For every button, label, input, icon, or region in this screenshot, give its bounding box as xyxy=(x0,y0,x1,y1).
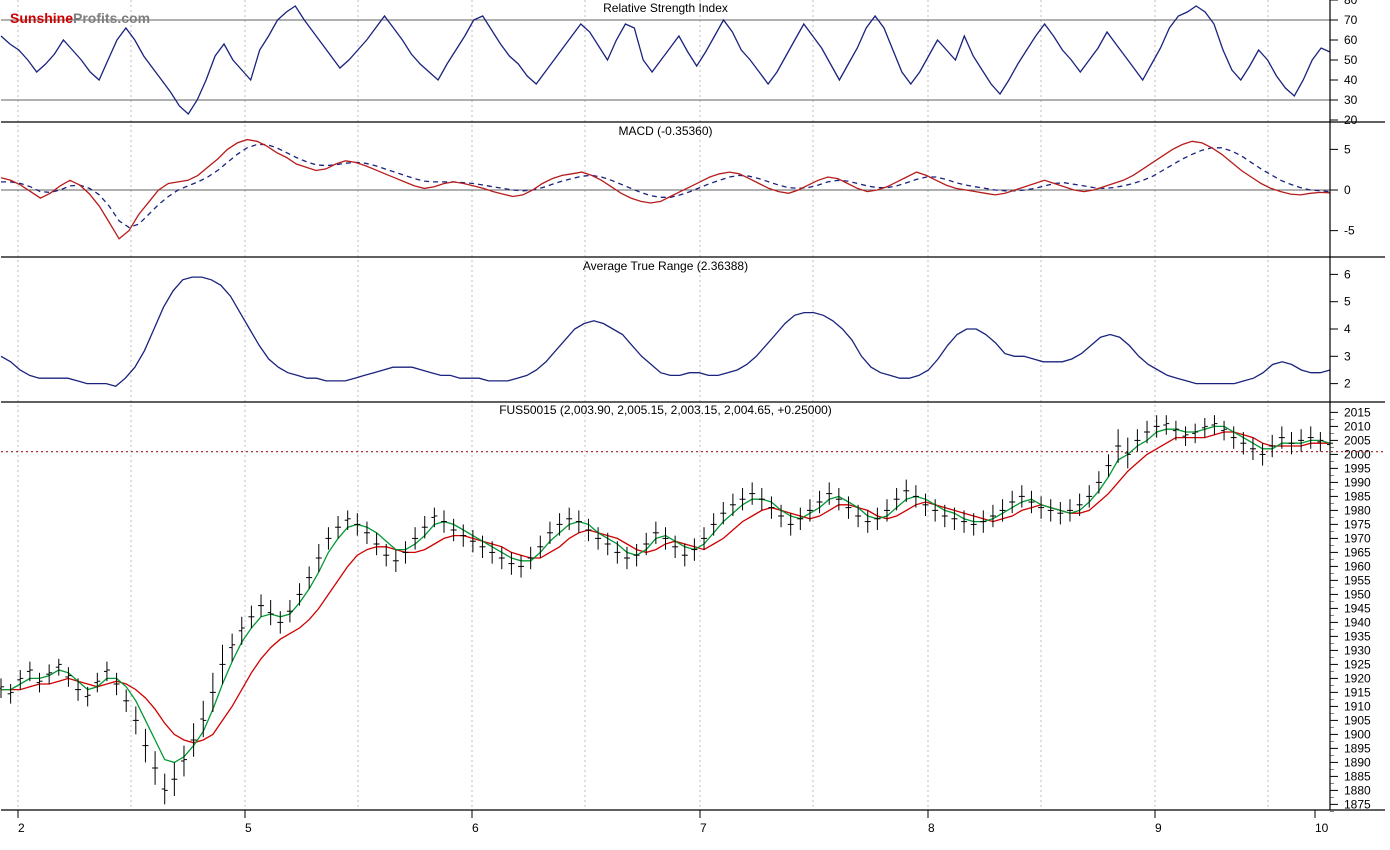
svg-text:1995: 1995 xyxy=(1344,461,1371,475)
watermark: SunshineProfits.com xyxy=(10,10,150,26)
svg-text:6: 6 xyxy=(1344,267,1351,281)
svg-text:1965: 1965 xyxy=(1344,545,1371,559)
watermark-part2: Profits.com xyxy=(73,10,150,26)
chart-svg: 20 30 40 50 60 70 80 Relative Strength Index -5 0… xyxy=(0,0,1390,850)
svg-text:1985: 1985 xyxy=(1344,489,1371,503)
svg-text:1980: 1980 xyxy=(1344,503,1371,517)
svg-text:2005: 2005 xyxy=(1344,433,1371,447)
svg-text:1940: 1940 xyxy=(1344,615,1371,629)
svg-text:3: 3 xyxy=(1344,349,1351,363)
svg-text:20: 20 xyxy=(1344,113,1358,127)
svg-text:1890: 1890 xyxy=(1344,755,1371,769)
svg-text:1970: 1970 xyxy=(1344,531,1371,545)
svg-text:2: 2 xyxy=(1344,377,1351,391)
svg-text:1915: 1915 xyxy=(1344,685,1371,699)
watermark-part1: Sunshine xyxy=(10,10,73,26)
svg-text:5: 5 xyxy=(245,821,252,835)
svg-text:-5: -5 xyxy=(1344,224,1355,238)
svg-text:1895: 1895 xyxy=(1344,741,1371,755)
svg-text:80: 80 xyxy=(1344,0,1358,7)
svg-text:1960: 1960 xyxy=(1344,559,1371,573)
svg-text:1875: 1875 xyxy=(1344,797,1371,811)
svg-text:1920: 1920 xyxy=(1344,671,1371,685)
svg-text:1950: 1950 xyxy=(1344,587,1371,601)
svg-text:5: 5 xyxy=(1344,295,1351,309)
svg-text:1925: 1925 xyxy=(1344,657,1371,671)
svg-text:MACD (-0.35360): MACD (-0.35360) xyxy=(618,124,712,138)
svg-text:0: 0 xyxy=(1344,183,1351,197)
svg-text:70: 70 xyxy=(1344,13,1358,27)
svg-text:2010: 2010 xyxy=(1344,419,1371,433)
svg-text:9: 9 xyxy=(1155,821,1162,835)
svg-text:30: 30 xyxy=(1344,93,1358,107)
svg-text:1900: 1900 xyxy=(1344,727,1371,741)
svg-text:FUS50015 (2,003.90, 2,005.15,: FUS50015 (2,003.90, 2,005.15, 2,003.15, … xyxy=(499,403,832,417)
svg-text:1935: 1935 xyxy=(1344,629,1371,643)
svg-text:2015: 2015 xyxy=(1344,405,1371,419)
svg-text:1885: 1885 xyxy=(1344,769,1371,783)
svg-text:8: 8 xyxy=(928,821,935,835)
svg-text:50: 50 xyxy=(1344,53,1358,67)
svg-text:10: 10 xyxy=(1315,821,1329,835)
svg-text:1955: 1955 xyxy=(1344,573,1371,587)
svg-text:1930: 1930 xyxy=(1344,643,1371,657)
svg-text:1990: 1990 xyxy=(1344,475,1371,489)
chart-container: SunshineProfits.com 20304050607080Relati… xyxy=(0,0,1390,850)
svg-text:7: 7 xyxy=(700,821,707,835)
svg-text:1945: 1945 xyxy=(1344,601,1371,615)
svg-text:1905: 1905 xyxy=(1344,713,1371,727)
svg-text:1910: 1910 xyxy=(1344,699,1371,713)
svg-text:Average True Range (2.36388): Average True Range (2.36388) xyxy=(583,259,748,273)
svg-text:5: 5 xyxy=(1344,142,1351,156)
svg-text:60: 60 xyxy=(1344,33,1358,47)
svg-text:1975: 1975 xyxy=(1344,517,1371,531)
svg-text:Relative Strength Index: Relative Strength Index xyxy=(603,1,728,15)
svg-text:2: 2 xyxy=(18,821,25,835)
svg-text:6: 6 xyxy=(472,821,479,835)
svg-text:4: 4 xyxy=(1344,322,1351,336)
svg-text:2000: 2000 xyxy=(1344,447,1371,461)
svg-text:1880: 1880 xyxy=(1344,783,1371,797)
svg-text:40: 40 xyxy=(1344,73,1358,87)
